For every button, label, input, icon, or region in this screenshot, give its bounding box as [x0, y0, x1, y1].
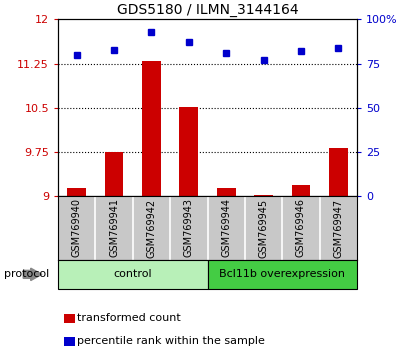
- Bar: [291, 185, 310, 196]
- Bar: [58, 260, 208, 289]
- Bar: [67, 188, 86, 196]
- Text: Bcl11b overexpression: Bcl11b overexpression: [219, 269, 345, 279]
- Text: GSM769940: GSM769940: [72, 198, 82, 257]
- Bar: [142, 61, 161, 196]
- Bar: [208, 260, 357, 289]
- Text: GSM769942: GSM769942: [146, 198, 156, 257]
- Title: GDS5180 / ILMN_3144164: GDS5180 / ILMN_3144164: [117, 3, 298, 17]
- Text: GSM769945: GSM769945: [259, 198, 269, 257]
- Text: GSM769943: GSM769943: [184, 198, 194, 257]
- Text: GSM769946: GSM769946: [296, 198, 306, 257]
- Text: GSM769947: GSM769947: [333, 198, 343, 257]
- Text: control: control: [113, 269, 152, 279]
- Bar: [105, 152, 124, 196]
- Text: protocol: protocol: [4, 269, 49, 279]
- Text: percentile rank within the sample: percentile rank within the sample: [77, 336, 265, 346]
- Bar: [179, 107, 198, 196]
- Text: GSM769944: GSM769944: [221, 198, 231, 257]
- Text: GSM769941: GSM769941: [109, 198, 119, 257]
- FancyArrow shape: [23, 268, 42, 280]
- Bar: [254, 195, 273, 196]
- Bar: [329, 148, 348, 196]
- Bar: [217, 188, 236, 196]
- Text: transformed count: transformed count: [77, 313, 181, 323]
